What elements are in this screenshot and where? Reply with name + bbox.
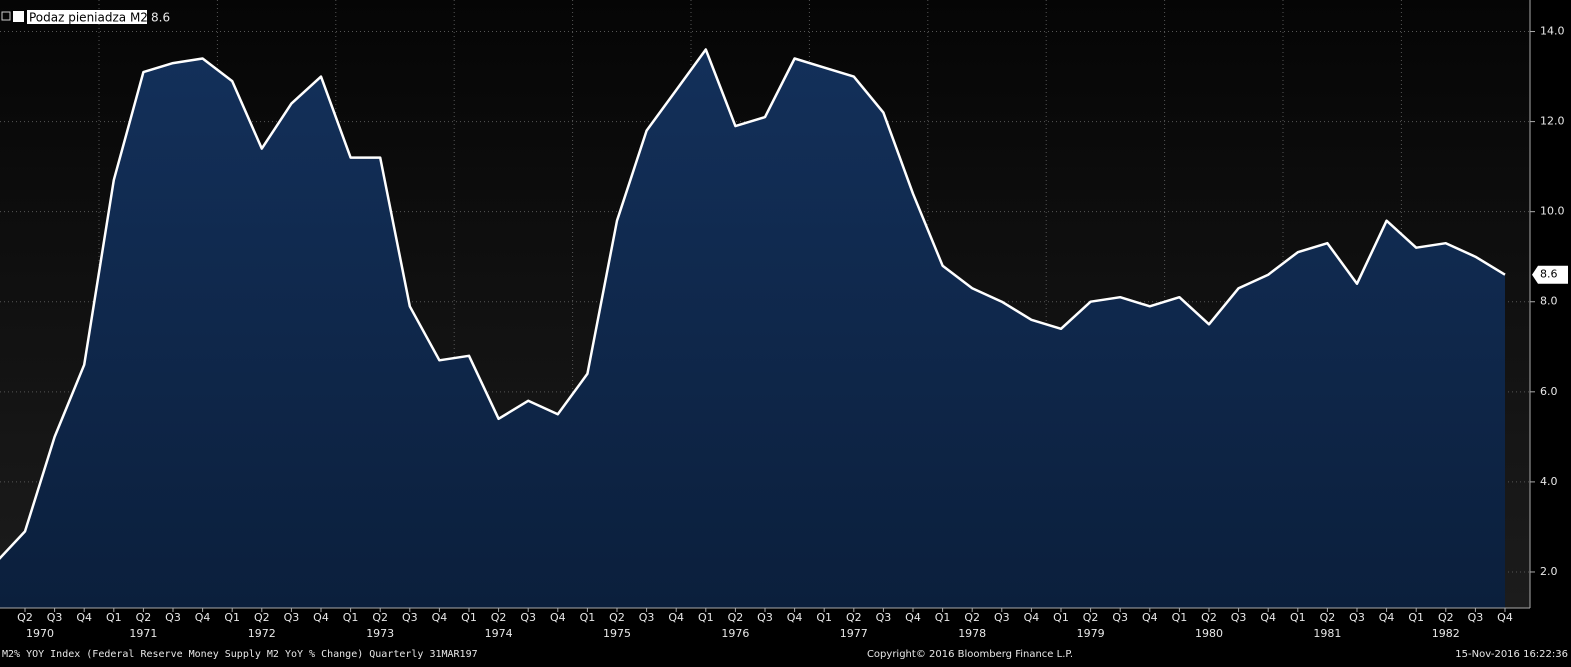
legend-value: 8.6 <box>151 11 170 25</box>
x-tick-label: Q3 <box>1468 611 1484 624</box>
x-tick-label: Q2 <box>964 611 980 624</box>
x-tick-label: Q1 <box>1053 611 1069 624</box>
footer-center: Copyright© 2016 Bloomberg Finance L.P. <box>867 649 1073 660</box>
x-year-label: 1976 <box>721 627 749 640</box>
x-tick-label: Q1 <box>816 611 832 624</box>
x-tick-label: Q2 <box>1083 611 1099 624</box>
x-year-label: 1971 <box>129 627 157 640</box>
x-tick-label: Q3 <box>1112 611 1128 624</box>
x-year-label: 1974 <box>485 627 513 640</box>
y-tick-label: 4.0 <box>1540 475 1558 488</box>
x-tick-label: Q4 <box>432 611 448 624</box>
x-tick-label: Q4 <box>195 611 211 624</box>
legend-toggle[interactable] <box>1 11 11 21</box>
x-tick-label: Q1 <box>224 611 240 624</box>
x-tick-label: Q2 <box>1438 611 1454 624</box>
x-tick-label: Q2 <box>1320 611 1336 624</box>
y-tick-label: 6.0 <box>1540 385 1558 398</box>
x-tick-label: Q1 <box>580 611 596 624</box>
x-tick-label: Q2 <box>491 611 507 624</box>
footer-left: M2% YOY Index (Federal Reserve Money Sup… <box>2 649 478 660</box>
legend-label: Podaz pieniadza M2 <box>29 11 148 25</box>
x-tick-label: Q2 <box>136 611 152 624</box>
x-tick-label: Q4 <box>1379 611 1395 624</box>
y-tick-label: 2.0 <box>1540 565 1558 578</box>
x-tick-label: Q4 <box>76 611 92 624</box>
last-value-tag <box>1532 265 1568 284</box>
x-tick-label: Q1 <box>935 611 951 624</box>
x-tick-label: Q4 <box>313 611 329 624</box>
x-tick-label: Q2 <box>1201 611 1217 624</box>
x-year-label: 1979 <box>1077 627 1105 640</box>
x-tick-label: Q2 <box>372 611 388 624</box>
x-year-label: 1982 <box>1432 627 1460 640</box>
x-year-label: 1970 <box>26 627 54 640</box>
x-year-label: 1975 <box>603 627 631 640</box>
x-tick-label: Q3 <box>165 611 181 624</box>
last-value-label: 8.6 <box>1540 268 1558 281</box>
x-tick-label: Q4 <box>1142 611 1158 624</box>
x-tick-label: Q4 <box>668 611 684 624</box>
x-tick-label: Q4 <box>550 611 566 624</box>
x-tick-label: Q3 <box>402 611 418 624</box>
x-tick-label: Q3 <box>520 611 536 624</box>
x-tick-label: Q1 <box>1172 611 1188 624</box>
x-tick-label: Q4 <box>1260 611 1276 624</box>
y-tick-label: 8.0 <box>1540 295 1558 308</box>
x-tick-label: Q4 <box>1497 611 1513 624</box>
x-tick-label: Q3 <box>876 611 892 624</box>
x-year-label: 1972 <box>248 627 276 640</box>
plot <box>0 0 1530 608</box>
legend-swatch <box>13 11 24 22</box>
x-year-label: 1980 <box>1195 627 1223 640</box>
x-tick-label: Q2 <box>728 611 744 624</box>
x-year-label: 1978 <box>958 627 986 640</box>
x-tick-label: Q2 <box>846 611 862 624</box>
x-tick-label: Q4 <box>787 611 803 624</box>
x-tick-label: Q1 <box>1408 611 1424 624</box>
x-tick-label: Q2 <box>254 611 270 624</box>
x-tick-label: Q1 <box>343 611 359 624</box>
x-tick-label: Q3 <box>47 611 63 624</box>
legend-label-box <box>27 10 147 24</box>
legend: Podaz pieniadza M2 8.6 <box>1 10 170 25</box>
x-tick-label: Q3 <box>1349 611 1365 624</box>
line <box>0 48 1506 560</box>
y-tick-label: 14.0 <box>1540 25 1565 38</box>
x-tick-label: Q3 <box>757 611 773 624</box>
x-year-label: 1973 <box>366 627 394 640</box>
footer-right: 15-Nov-2016 16:22:36 <box>1455 649 1568 660</box>
x-year-label: 1981 <box>1313 627 1341 640</box>
x-tick-label: Q4 <box>1024 611 1040 624</box>
x-tick-label: Q1 <box>1290 611 1306 624</box>
y-tick-label: 10.0 <box>1540 205 1565 218</box>
area <box>0 49 1505 608</box>
x-tick-label: Q3 <box>1231 611 1247 624</box>
x-tick-label: Q4 <box>905 611 921 624</box>
y-tick-label: 12.0 <box>1540 115 1565 128</box>
x-tick-label: Q2 <box>609 611 625 624</box>
x-year-label: 1977 <box>840 627 868 640</box>
x-tick-label: Q1 <box>106 611 122 624</box>
x-tick-label: Q3 <box>639 611 655 624</box>
x-tick-label: Q1 <box>698 611 714 624</box>
x-tick-label: Q3 <box>284 611 300 624</box>
x-tick-label: Q2 <box>17 611 33 624</box>
x-tick-label: Q1 <box>461 611 477 624</box>
x-tick-label: Q3 <box>994 611 1010 624</box>
